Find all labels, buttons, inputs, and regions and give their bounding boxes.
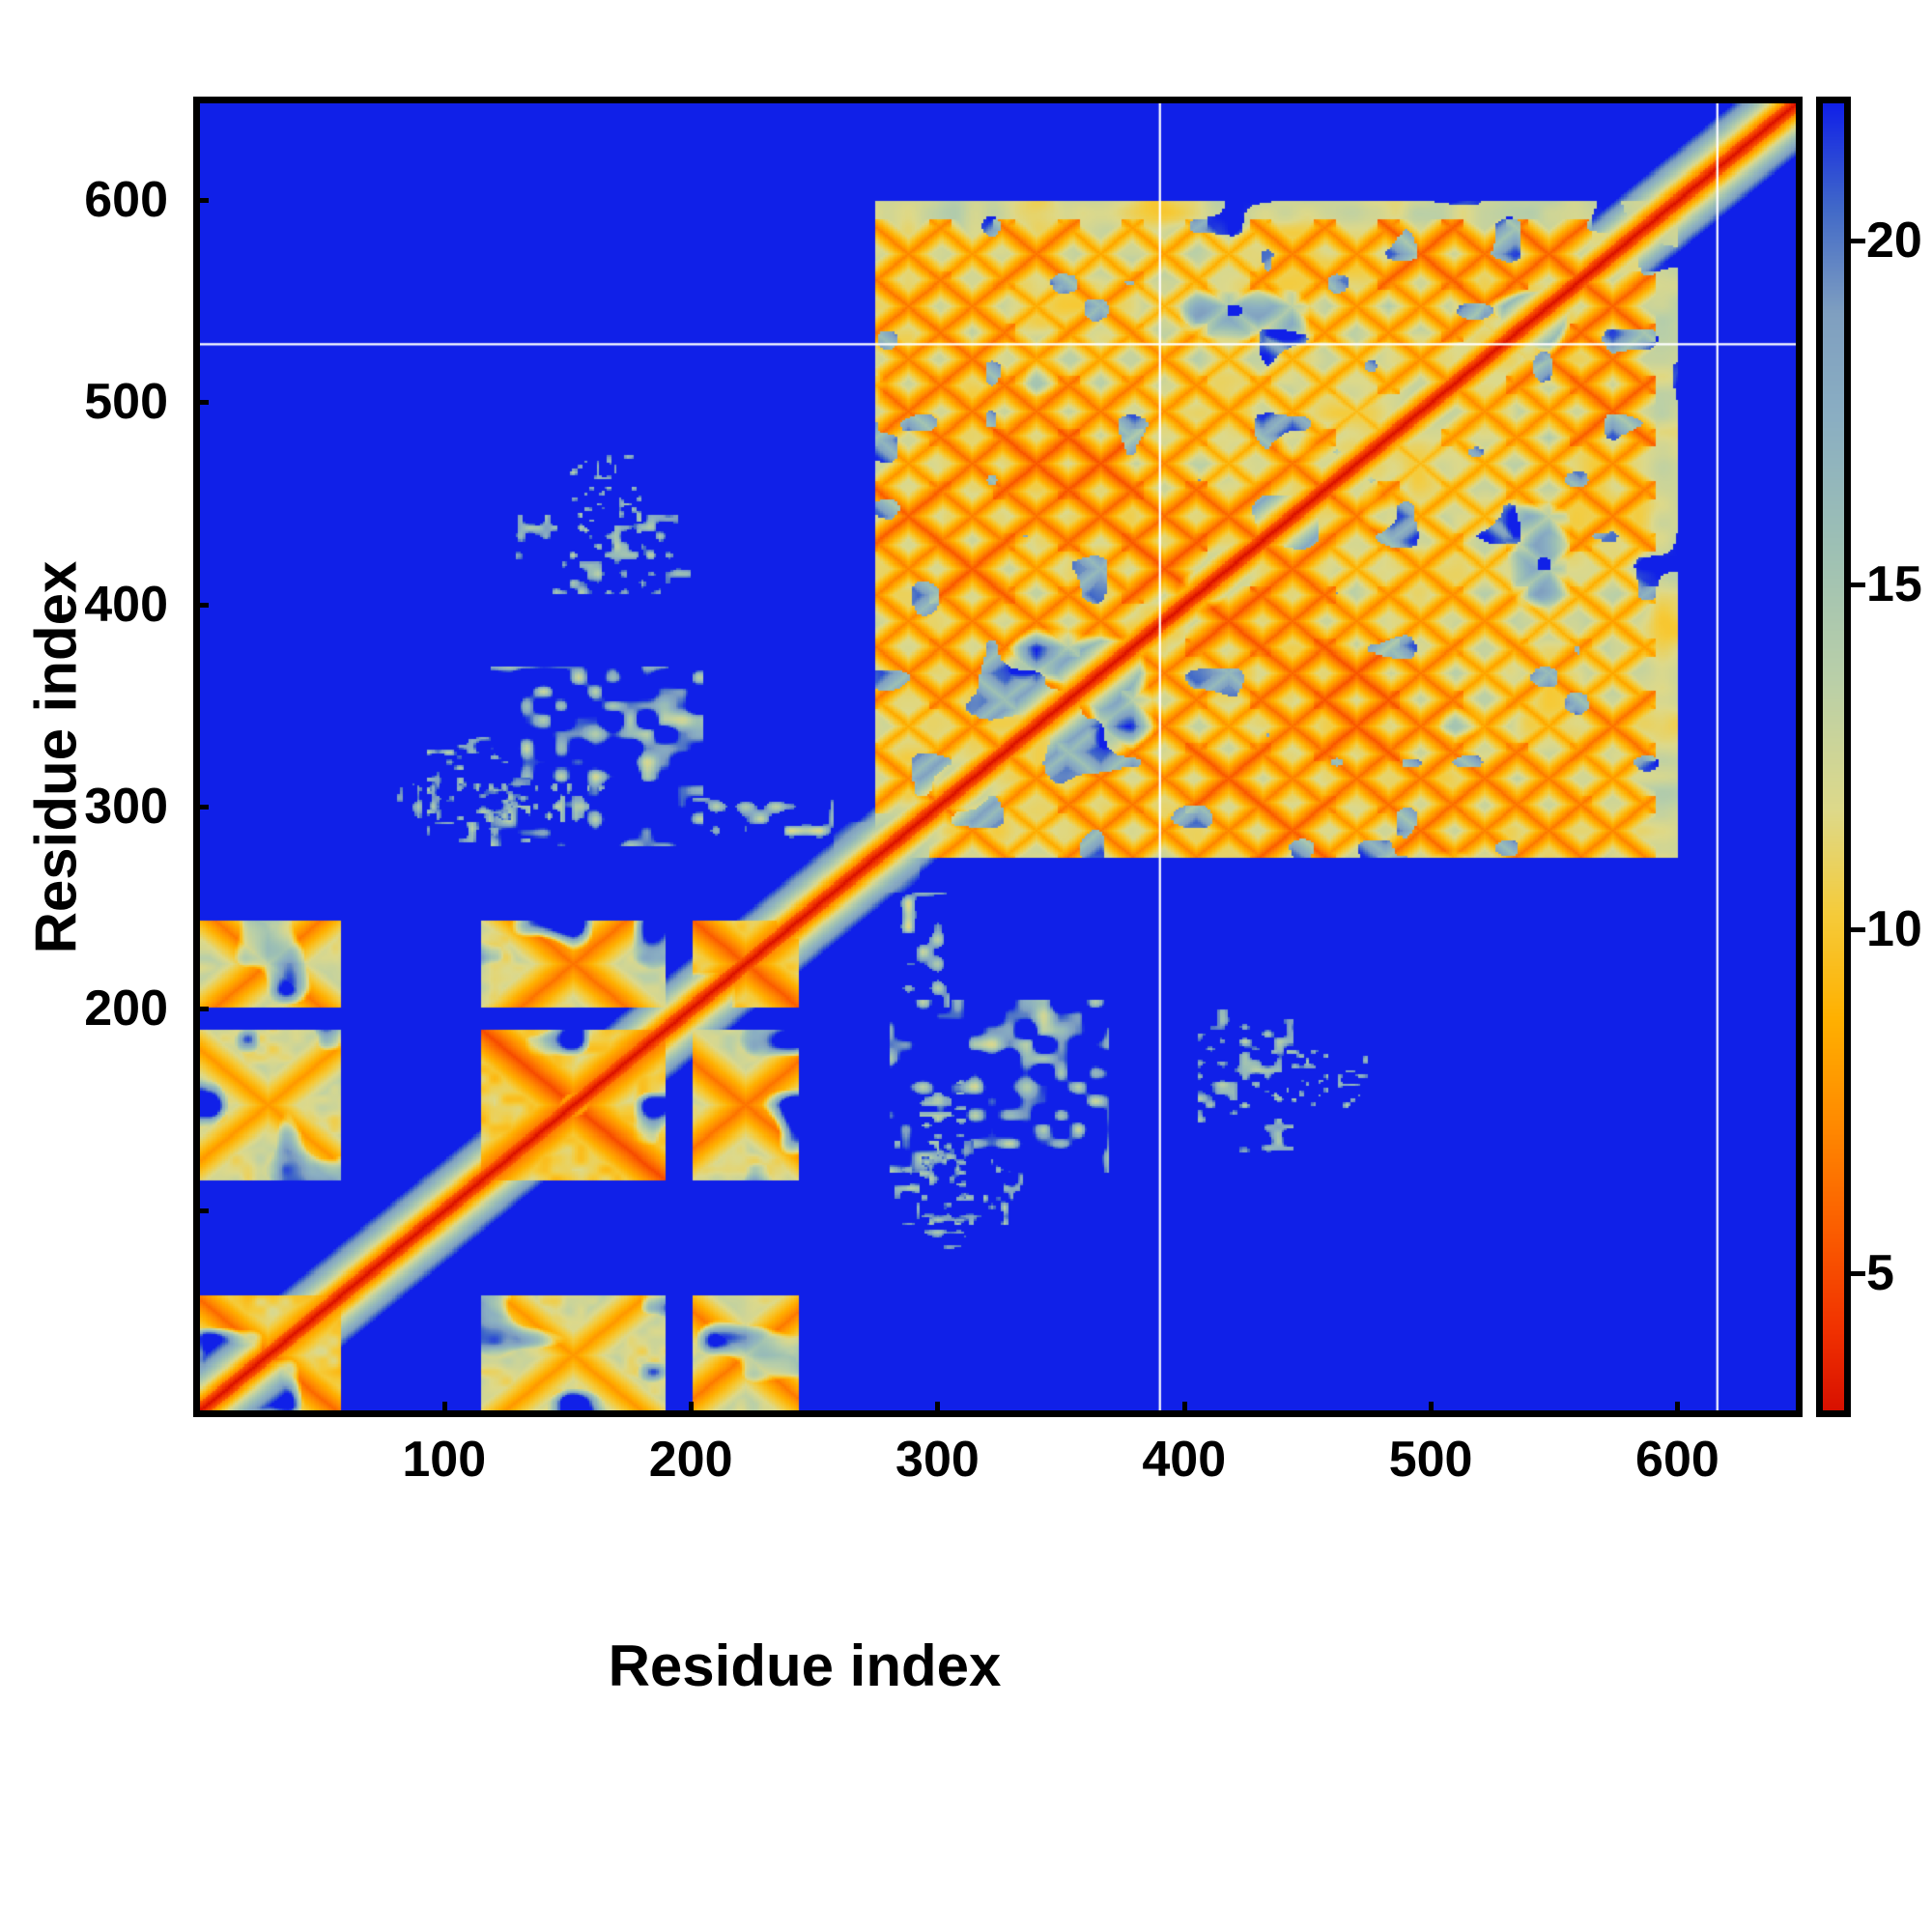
x-tick-label-300: 300 [895,1432,980,1488]
colorbar-tick-label-5: 5 [1866,1244,1894,1301]
y-tick-label-500: 500 [84,374,168,431]
x-tick-100 [441,1402,447,1417]
x-tick-600 [1675,1402,1681,1417]
x-tick-label-600: 600 [1635,1432,1719,1488]
heatmap-canvas[interactable] [200,103,1796,1410]
y-tick-400 [193,602,209,608]
x-tick-label-100: 100 [402,1432,487,1488]
colorbar-tick-20 [1851,239,1865,244]
colorbar-tick-15 [1851,582,1865,588]
x-tick-200 [689,1402,695,1417]
x-axis-title: Residue index [608,1634,1002,1698]
x-tick-label-200: 200 [648,1432,733,1488]
y-tick-500 [193,400,209,406]
y-tick-label-400: 400 [84,576,168,633]
y-tick-600 [193,198,209,204]
colorbar-tick-label-10: 10 [1866,900,1922,957]
colorbar-tick-5 [1851,1270,1865,1276]
y-tick-100 [193,1208,209,1213]
colorbar-tick-label-20: 20 [1866,213,1922,270]
heatmap-plot-area[interactable] [193,97,1803,1417]
x-tick-500 [1429,1402,1435,1417]
x-tick-label-400: 400 [1142,1432,1227,1488]
colorbar-gradient [1823,103,1844,1410]
y-tick-200 [193,1006,209,1011]
y-tick-label-600: 600 [84,172,168,229]
colorbar-tick-10 [1851,926,1865,932]
x-tick-300 [935,1402,941,1417]
y-tick-label-200: 200 [84,980,168,1037]
y-tick-label-300: 300 [84,778,168,835]
y-axis-title: Residue index [23,560,89,954]
colorbar[interactable] [1816,97,1851,1417]
x-tick-label-500: 500 [1388,1432,1473,1488]
x-tick-400 [1181,1402,1187,1417]
y-tick-300 [193,804,209,810]
colorbar-tick-label-15: 15 [1866,556,1922,613]
